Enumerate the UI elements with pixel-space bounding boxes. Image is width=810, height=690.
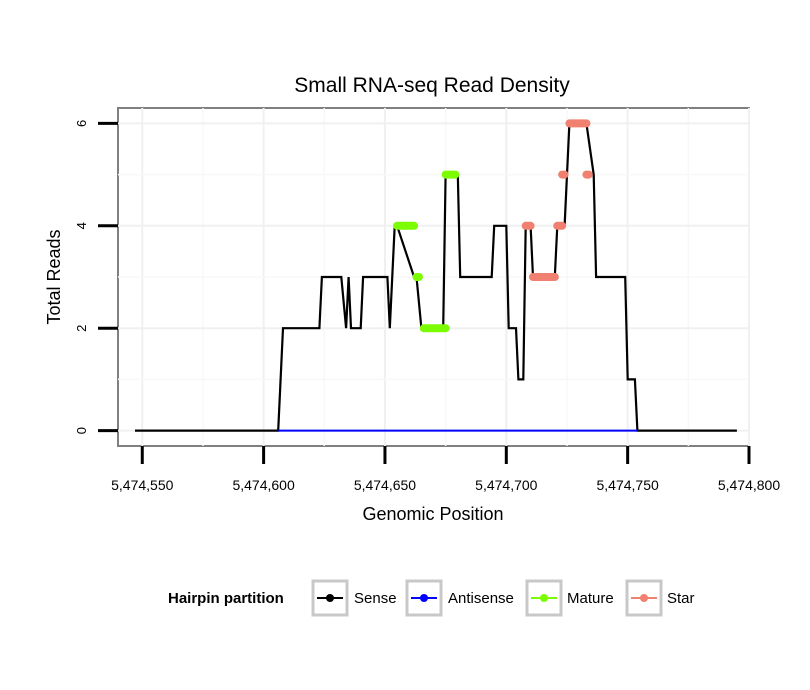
legend-label-star: Star <box>667 590 695 607</box>
legend-key-marker-star <box>640 594 648 602</box>
y-tick-label: 0 <box>74 427 89 434</box>
legend-title: Hairpin partition <box>168 590 284 607</box>
x-tick-label: 5,474,600 <box>232 477 294 493</box>
x-axis: 5,474,550 5,474,600 5,474,650 5,474,700 5,47… <box>111 446 780 493</box>
chart-title: Small RNA-seq Read Density <box>294 74 570 97</box>
x-axis-label: Genomic Position <box>362 504 503 524</box>
y-tick-label: 4 <box>74 222 89 229</box>
legend-key-marker-antisense <box>420 594 428 602</box>
legend-key-marker-mature <box>540 594 548 602</box>
series-layer <box>135 119 737 432</box>
legend-label-sense: Sense <box>354 590 397 607</box>
legend: Hairpin partition Sense Antisense Mature St… <box>168 579 695 617</box>
legend-entry-mature: Mature <box>525 579 614 617</box>
x-tick-label: 5,474,650 <box>354 477 416 493</box>
legend-key-marker-sense <box>326 594 334 602</box>
y-tick-label: 2 <box>74 325 89 332</box>
x-tick-label: 5,474,700 <box>475 477 537 493</box>
legend-entry-sense: Sense <box>311 579 397 617</box>
x-tick-label: 5,474,750 <box>597 477 659 493</box>
y-tick-label: 6 <box>74 120 89 127</box>
y-axis-label: Total Reads <box>44 229 64 324</box>
legend-label-mature: Mature <box>567 590 614 607</box>
x-tick-label: 5,474,800 <box>718 477 780 493</box>
grid-lines <box>118 108 750 446</box>
x-tick-label: 5,474,550 <box>111 477 173 493</box>
legend-entry-star: Star <box>625 579 695 617</box>
y-axis: 0 2 4 6 <box>74 120 118 434</box>
legend-label-antisense: Antisense <box>448 590 514 607</box>
legend-entry-antisense: Antisense <box>405 579 514 617</box>
